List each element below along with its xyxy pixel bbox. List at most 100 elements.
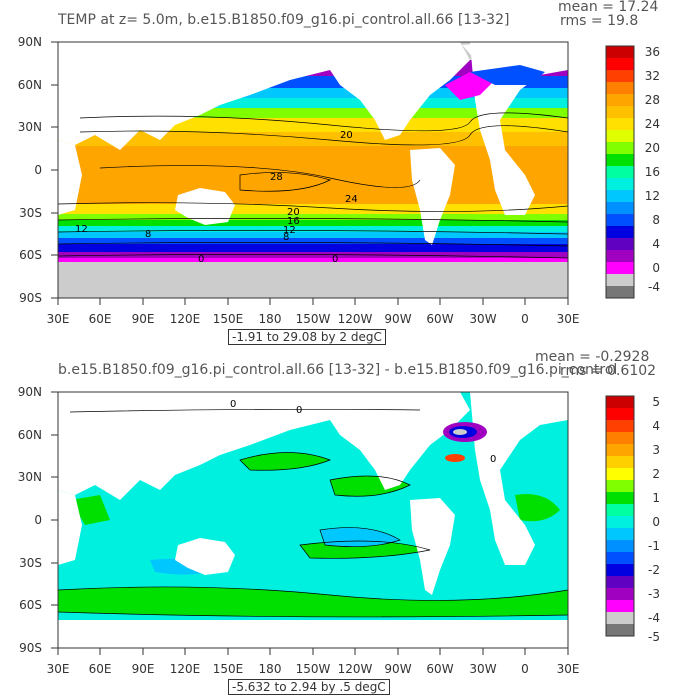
colorbar (605, 395, 635, 637)
eurasia-landmass (58, 392, 330, 500)
contour-label: 0 (490, 454, 496, 465)
contour-label: 12 (75, 224, 88, 235)
colorbar-swatch (606, 106, 634, 118)
ocean-band (58, 244, 568, 252)
lon-label: 150E (212, 662, 244, 676)
rms-stat: rms = 19.8 (560, 13, 639, 29)
contour-label: 20 (287, 207, 300, 218)
lon-label: 30E (46, 312, 70, 326)
colorbar-label: -1 (648, 539, 660, 553)
colorbar-swatch (606, 612, 634, 624)
contour-label: 0 (198, 254, 204, 265)
contour-label: 16 (287, 216, 300, 227)
lon-label: 150E (212, 312, 244, 326)
range-label: -1.91 to 29.08 by 2 degC (228, 329, 386, 345)
lat-label: 90N (17, 385, 42, 399)
lat-label: 30S (19, 206, 42, 220)
africa-landmass (58, 140, 82, 215)
difference-map-plot: 0 0 0 (51, 391, 635, 655)
ocean-band (58, 220, 568, 226)
colorbar-swatch (606, 444, 634, 456)
colorbar-swatch (606, 540, 634, 552)
colorbar-swatch (606, 118, 634, 130)
colorbar-label: 4 (652, 419, 660, 433)
colorbar-swatch (606, 564, 634, 576)
colorbar-label: 8 (652, 213, 660, 227)
colorbar-swatch (606, 624, 634, 636)
labrador-sea-cold-spot (445, 72, 495, 100)
contour-label: 0 (230, 399, 236, 410)
contour-label: 28 (270, 172, 283, 183)
lat-label: 0 (34, 513, 42, 527)
colorbar-label: 3 (652, 443, 660, 457)
temperature-map-plot: 20 28 24 20 16 12 12 8 8 0 0 (51, 41, 635, 305)
colorbar-swatch (606, 214, 634, 226)
lat-label: 30N (17, 120, 42, 134)
colorbar-label: 0 (652, 261, 660, 275)
ocean-band (58, 238, 568, 244)
colorbar-label: -2 (648, 563, 660, 577)
ocean-band (58, 252, 568, 258)
contour-label: 0 (296, 405, 302, 416)
lat-label: 90N (17, 35, 42, 49)
colorbar-swatch (606, 250, 634, 262)
lon-label: 90W (384, 312, 412, 326)
lon-label: 60W (426, 312, 454, 326)
north-america-landmass (330, 392, 470, 490)
colorbar-swatch (606, 166, 634, 178)
colorbar-label: -4 (648, 280, 660, 294)
contour-label: 8 (283, 232, 289, 243)
axis-ticks (51, 41, 569, 305)
colorbar-swatch (606, 178, 634, 190)
colorbar (605, 45, 635, 299)
colorbar-swatch (606, 576, 634, 588)
lon-label: 180 (258, 662, 282, 676)
nordic-seas-region (470, 65, 545, 85)
lon-label: 30E (556, 312, 580, 326)
ocean-band (58, 88, 568, 98)
lat-label: 60N (17, 428, 42, 442)
ocean-band (58, 146, 568, 204)
lon-label: 120W (337, 312, 373, 326)
land-masses (58, 392, 568, 595)
lon-label: 120E (169, 312, 201, 326)
lon-label: 30W (469, 662, 497, 676)
colorbar-swatch (606, 408, 634, 420)
contour-label: 20 (340, 130, 353, 141)
lon-label: 120W (337, 662, 373, 676)
rms-stat: rms = 0.6102 (560, 363, 657, 379)
colorbar-swatch (606, 528, 634, 540)
mean-stat: mean = -0.2928 (535, 349, 650, 365)
lat-label: 30N (17, 470, 42, 484)
contour-lines (57, 408, 569, 618)
lon-label: 30E (46, 662, 70, 676)
colorbar-label: 4 (652, 237, 660, 251)
lon-label: 60E (88, 312, 112, 326)
colorbar-swatch (606, 154, 634, 166)
axis-ticks (51, 391, 569, 655)
colorbar-label: 20 (644, 141, 660, 155)
colorbar-swatch (606, 262, 634, 274)
colorbar-swatch (606, 238, 634, 250)
eurasia-landmass (58, 42, 330, 150)
colorbar-swatch (606, 492, 634, 504)
colorbar-swatch (606, 190, 634, 202)
colorbar-label: 0 (652, 515, 660, 529)
colorbar-swatch (606, 226, 634, 238)
colorbar-label: 32 (644, 69, 660, 83)
greenland-landmass (462, 42, 500, 65)
lat-label: 90S (19, 641, 42, 655)
europe-africa-landmass (470, 42, 568, 215)
colorbar-label: 16 (644, 165, 660, 179)
antarctica-landmass (58, 620, 568, 648)
lat-label: 30S (19, 556, 42, 570)
colorbar-label: 28 (644, 93, 660, 107)
south-america-landmass (410, 148, 455, 245)
lon-label: 150W (295, 662, 331, 676)
contour-label: 0 (332, 254, 338, 265)
lon-label: 0 (521, 662, 529, 676)
colorbar-swatch (606, 432, 634, 444)
lat-label: 60S (19, 598, 42, 612)
colorbar-label: 1 (652, 491, 660, 505)
lon-label: 60W (426, 662, 454, 676)
